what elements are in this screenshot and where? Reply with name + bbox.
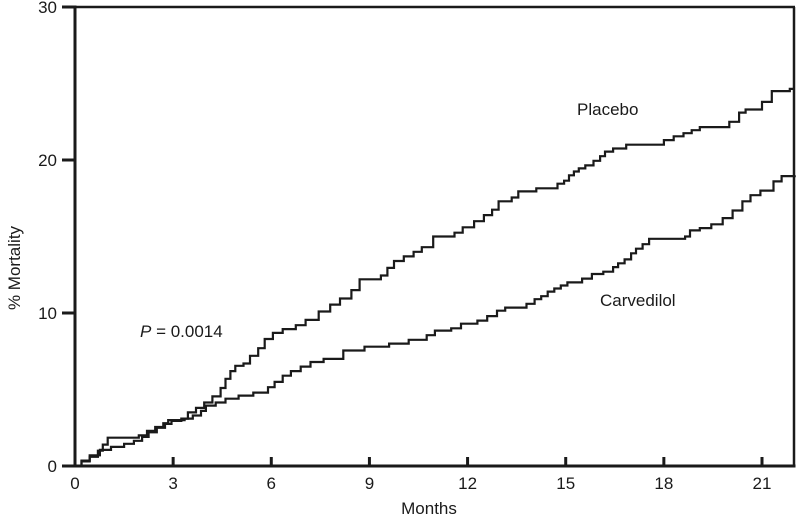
- x-tick-label: 3: [168, 474, 177, 493]
- placebo-curve-label: Placebo: [577, 100, 638, 119]
- x-tick-label: 0: [70, 474, 79, 493]
- x-tick-label: 6: [267, 474, 276, 493]
- x-tick-label: 9: [365, 474, 374, 493]
- carvedilol-curve: [75, 175, 796, 468]
- placebo-curve: [75, 87, 795, 468]
- y-tick-label: 30: [38, 0, 57, 17]
- y-axis-title: % Mortality: [5, 225, 24, 310]
- plot-frame: [73, 5, 796, 468]
- x-tick-label: 15: [556, 474, 575, 493]
- curves: [75, 87, 796, 468]
- carvedilol-curve-label: Carvedilol: [600, 291, 676, 310]
- y-tick-label: 0: [48, 457, 57, 476]
- y-tick-label: 20: [38, 151, 57, 170]
- x-tick-label: 18: [654, 474, 673, 493]
- p-value-annotation: P = 0.0014: [140, 322, 223, 341]
- x-tick-label: 21: [753, 474, 772, 493]
- annotations: P = 0.0014 Placebo Carvedilol: [140, 100, 676, 341]
- x-axis-title: Months: [401, 499, 457, 518]
- y-axis-ticks: 0 10 20 30: [38, 0, 74, 476]
- x-axis-ticks: 0 3 6 9 12 15 18 21: [70, 457, 771, 493]
- x-tick-label: 12: [458, 474, 477, 493]
- y-tick-label: 10: [38, 304, 57, 323]
